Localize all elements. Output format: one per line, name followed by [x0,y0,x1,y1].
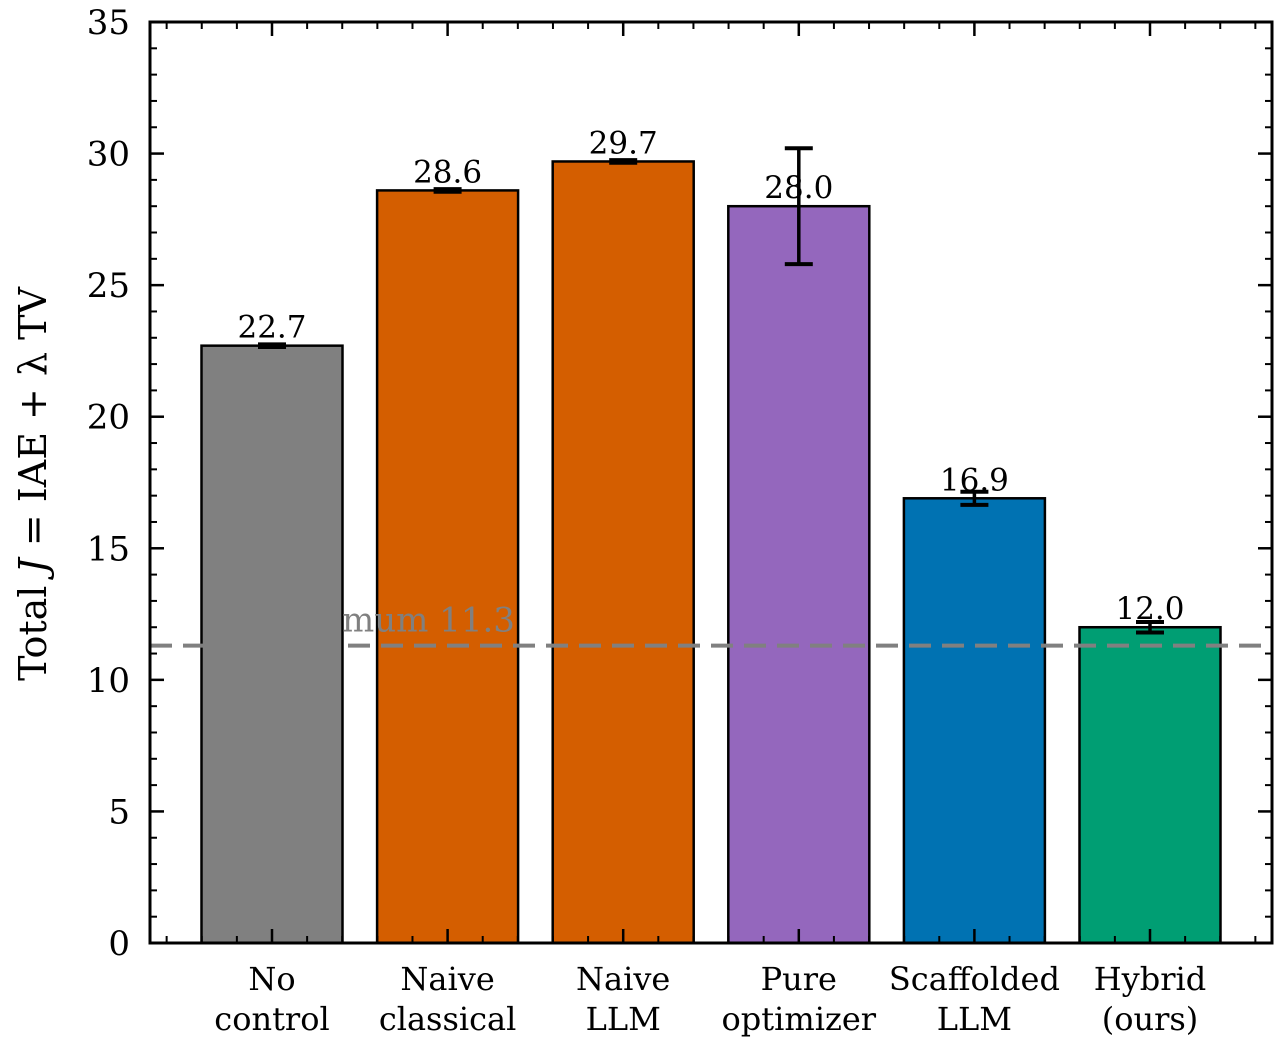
bar-5 [1078,625,1222,945]
x-category-label-1: Naive classical [379,960,517,1038]
x-category-label-line: classical [379,1000,517,1038]
error-bar-0 [258,342,286,349]
data-label-4: 16.9 [940,462,1009,498]
reference-line-group: mum 11.3 [150,601,1272,648]
y-tick-label: 0 [108,924,130,964]
data-label-1: 28.6 [413,154,482,190]
bar-2 [551,160,695,945]
error-bar-4 [960,489,989,507]
reference-line-label: mum 11.3 [342,601,515,641]
y-tick-label: 25 [87,266,130,306]
plot-frame [148,20,1274,945]
y-axis-label: Total J = IAE + λ TV [11,287,55,681]
x-category-label-2: Naive LLM [576,960,670,1038]
x-category-label-line: Hybrid [1094,960,1206,998]
bar-1 [375,189,520,945]
error-bars-layer [258,146,1164,635]
y-tick-label: 35 [87,3,130,43]
x-category-label-line: Scaffolded [889,960,1060,998]
x-category-label-0: No control [214,960,329,1038]
y-tick-label: 5 [108,792,130,832]
x-category-label-line: Naive [576,960,670,998]
x-category-label-line: control [214,1000,329,1038]
x-category-label-line: No [248,960,295,998]
y-tick-label: 20 [87,398,130,438]
x-category-label-line: LLM [937,1000,1012,1038]
y-tick-label: 30 [87,135,130,175]
x-category-label-line: (ours) [1102,1000,1199,1038]
bar-4 [902,497,1047,945]
x-category-label-4: Scaffolded LLM [889,960,1060,1038]
x-category-label-line: LLM [586,1000,661,1038]
error-bar-3 [784,146,813,267]
x-category-label-line: optimizer [722,1000,877,1038]
y-tick-label: 15 [87,529,130,569]
y-axis-label-part: Total [11,573,55,680]
data-label-3: 28.0 [764,170,833,206]
bars-layer [200,160,1222,945]
x-category-label-line: Naive [400,960,494,998]
x-category-label-3: Pure optimizer [722,960,877,1038]
error-bar-2 [609,158,638,165]
data-label-5: 12.0 [1115,591,1184,627]
y-axis-label-part: = IAE + λ TV [11,287,55,559]
data-label-0: 22.7 [237,310,306,346]
data-label-2: 29.7 [589,125,658,161]
error-bar-1 [433,187,462,194]
data-labels-layer: 22.7 28.6 29.7 28.0 16.9 12.0 [237,125,1184,627]
bar-3 [727,204,871,945]
x-category-label-5: Hybrid (ours) [1094,960,1206,1038]
x-category-label-line: Pure [761,960,837,998]
error-bar-5 [1136,619,1164,635]
y-tick-label: 10 [87,661,130,701]
